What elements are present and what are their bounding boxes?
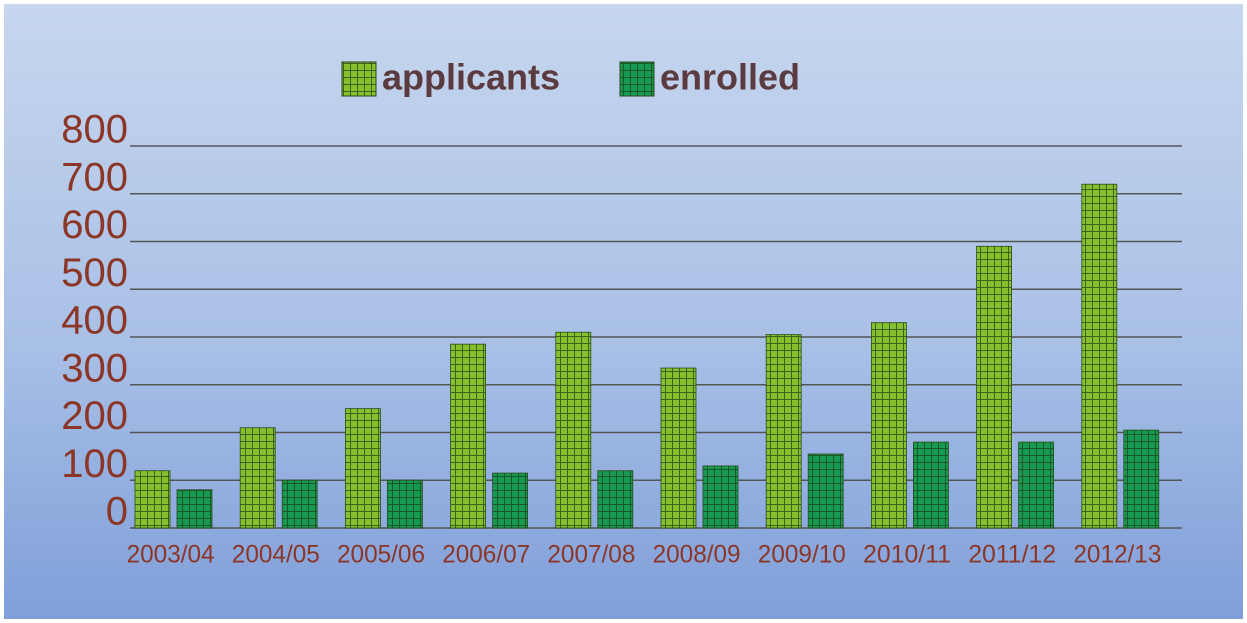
x-tick-label: 2008/09	[653, 541, 741, 569]
legend-label: enrolled	[660, 57, 800, 98]
y-tick-label: 500	[61, 251, 128, 295]
legend-swatch	[619, 61, 655, 97]
bar	[1123, 429, 1160, 529]
bar	[176, 489, 213, 529]
bar	[660, 367, 697, 529]
y-tick-label: 100	[61, 442, 128, 486]
y-tick-label: 300	[61, 346, 128, 390]
y-tick-label: 600	[61, 203, 128, 247]
y-tick-label: 700	[61, 155, 128, 199]
bar	[281, 479, 318, 529]
bar	[450, 343, 487, 529]
y-tick-label: 400	[61, 299, 128, 343]
x-tick-label: 2009/10	[758, 541, 846, 569]
bar	[134, 470, 171, 529]
x-tick-label: 2006/07	[442, 541, 530, 569]
x-tick-label: 2010/11	[863, 541, 951, 569]
bar	[597, 470, 634, 529]
x-tick-label: 2011/12	[968, 541, 1056, 569]
x-tick-label: 2012/13	[1073, 541, 1161, 569]
bar	[1081, 183, 1118, 529]
x-tick-label: 2004/05	[232, 541, 320, 569]
bar	[913, 441, 949, 529]
bar	[702, 465, 739, 529]
bar	[871, 322, 907, 529]
y-tick-label: 800	[61, 108, 128, 152]
legend-label: applicants	[382, 57, 560, 98]
x-tick-label: 2003/04	[127, 541, 215, 569]
bar	[239, 427, 276, 529]
bar	[976, 245, 1012, 529]
bar	[1018, 441, 1054, 529]
bar	[765, 334, 802, 529]
y-tick-label: 200	[61, 394, 128, 438]
bar	[807, 453, 844, 529]
x-tick-label: 2005/06	[337, 541, 425, 569]
bar	[344, 408, 381, 529]
bar	[386, 479, 423, 529]
bar	[555, 331, 592, 529]
bar	[492, 472, 529, 529]
x-tick-label: 2007/08	[547, 541, 635, 569]
y-tick-label: 0	[106, 490, 128, 534]
legend-swatch	[341, 61, 377, 97]
